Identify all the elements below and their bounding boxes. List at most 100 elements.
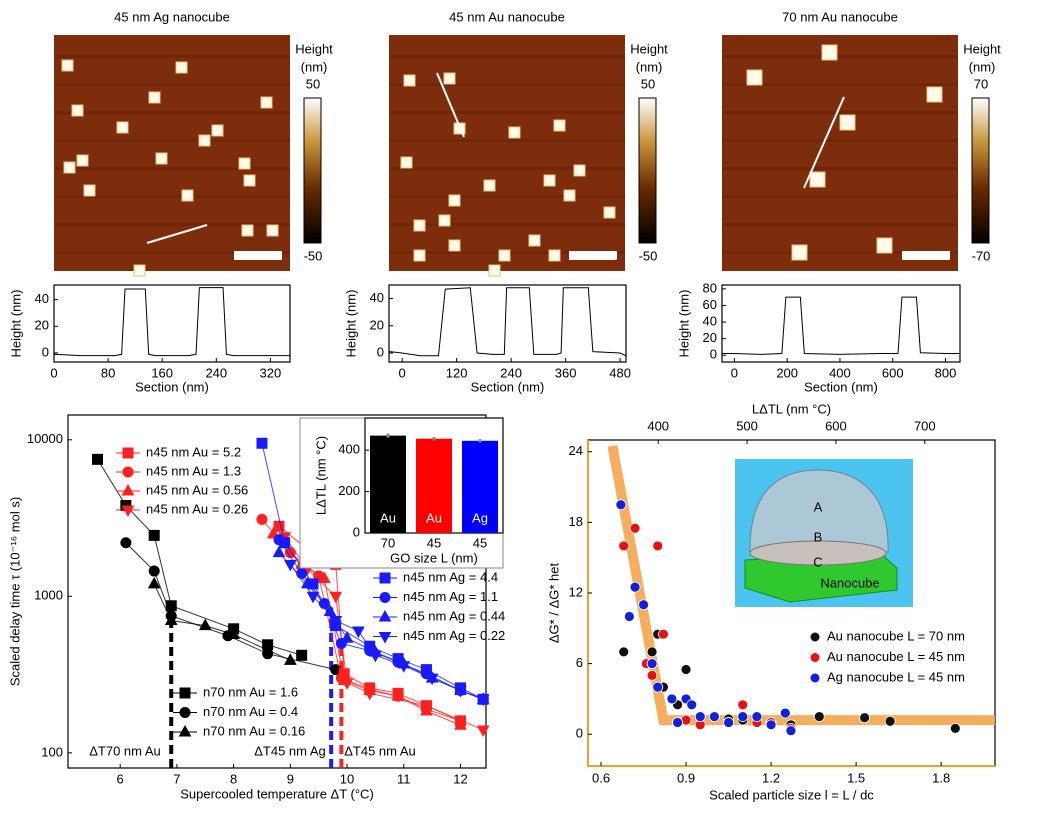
bar-label: Ag — [472, 510, 488, 525]
marker — [737, 699, 749, 711]
y-tick-label: 10000 — [27, 431, 63, 446]
x-tick-label: 1.5 — [847, 770, 865, 785]
nanocube — [238, 157, 251, 170]
x-tick-label: 200 — [776, 365, 798, 380]
marker — [680, 664, 692, 675]
marker — [256, 437, 268, 449]
y-tick-label: 1000 — [34, 588, 63, 603]
nanocube — [63, 161, 76, 174]
y-tick-label: 200 — [338, 483, 360, 498]
marker — [638, 599, 649, 611]
marker — [363, 688, 377, 701]
nanocube — [260, 96, 273, 109]
y-tick-label: 40 — [370, 290, 384, 305]
x-tick-label: 0 — [50, 365, 57, 380]
marker — [147, 576, 161, 589]
marker — [122, 466, 134, 478]
afm-stripe — [389, 167, 625, 170]
legend-label: n70 nm Au = 1.6 — [203, 684, 298, 699]
marker — [121, 505, 135, 518]
afm-image — [389, 35, 625, 271]
x-tick-label: 240 — [500, 365, 522, 380]
legend-label: n45 nm Ag = 0.22 — [403, 628, 505, 643]
plot-frame — [53, 284, 291, 363]
nanocube — [573, 164, 586, 177]
colorbar-tick-label: -50 — [639, 248, 658, 263]
nanocube — [603, 206, 616, 219]
nanocube — [809, 171, 826, 188]
bar — [462, 440, 498, 533]
nanocube — [403, 74, 416, 87]
marker — [323, 604, 337, 616]
nanocube — [483, 179, 496, 192]
colorbar-label: (nm) — [969, 59, 996, 74]
legend-label: Ag nanocube L = 45 nm — [827, 669, 965, 684]
nanocube — [876, 237, 893, 254]
marker — [378, 609, 392, 622]
nanocube — [413, 249, 426, 262]
colorbar-label: (nm) — [636, 59, 663, 74]
nanocube — [413, 219, 426, 232]
marker — [340, 678, 354, 690]
nanocube — [133, 264, 146, 277]
plot-frame — [67, 414, 487, 769]
marker — [352, 626, 365, 639]
y-axis-label: Height (nm) — [343, 290, 358, 358]
legend-label: n45 nm Ag = 0.44 — [403, 608, 505, 623]
x-tick-label: 400 — [829, 365, 851, 380]
x-axis-label: Section (nm) — [804, 379, 878, 394]
colorbar-tick-label: -70 — [972, 248, 991, 263]
colorbar-label: Height — [630, 41, 668, 56]
marker — [198, 618, 212, 631]
marker — [809, 631, 821, 643]
y-tick-label: 20 — [35, 318, 49, 333]
marker — [694, 711, 706, 722]
y-tick-label: 100 — [41, 744, 63, 759]
x-tick-label: 70 — [381, 535, 395, 550]
nanocube — [83, 184, 96, 197]
y-tick-label: 0 — [576, 726, 583, 741]
colorbar-label: (nm) — [301, 59, 328, 74]
bar-label: Au — [426, 510, 442, 525]
afm-stripe — [54, 55, 290, 58]
afm-stripe — [54, 111, 290, 114]
x-tick-label: 45 — [427, 535, 441, 550]
afm-stripe — [722, 83, 958, 86]
bar — [370, 435, 406, 533]
nanocube — [926, 86, 943, 103]
marker — [379, 592, 391, 603]
x-tick-label: 160 — [151, 365, 173, 380]
marker — [646, 669, 658, 681]
legend-label: n45 nm Au = 5.2 — [146, 444, 241, 459]
annotation: ΔT70 nm Au — [89, 743, 161, 758]
y-axis-label: Height (nm) — [8, 290, 23, 358]
marker — [652, 540, 664, 552]
marker — [809, 672, 821, 684]
legend-label: n45 nm Au = 1.3 — [146, 463, 241, 478]
marker — [283, 653, 297, 665]
y-tick-label: 18 — [569, 514, 583, 529]
marker — [657, 628, 669, 640]
afm-stripe — [389, 83, 625, 86]
x-axis-label: Section (nm) — [471, 379, 545, 394]
nanocube — [528, 234, 541, 247]
marker — [618, 646, 630, 658]
legend-label: n45 nm Ag = 4.4 — [403, 569, 498, 584]
marker — [378, 632, 392, 644]
y-axis-label: ΔG* / ΔG* het — [546, 563, 561, 644]
nanocube — [211, 124, 224, 137]
nanocube — [181, 189, 194, 202]
legend-label: Au nanocube L = 45 nm — [827, 649, 965, 664]
marker — [391, 689, 405, 701]
afm-stripe — [389, 195, 625, 198]
marker — [256, 513, 268, 525]
x-axis-label: Scaled particle size l = L / dc — [709, 787, 874, 802]
colorbar-tick-label: 70 — [974, 76, 988, 91]
nanocube — [563, 189, 576, 202]
nucleus-dome — [749, 469, 889, 556]
nanocube — [266, 224, 279, 237]
x-axis-label: Section (nm) — [135, 379, 209, 394]
nanocube — [839, 114, 856, 131]
nanocube — [488, 264, 501, 277]
